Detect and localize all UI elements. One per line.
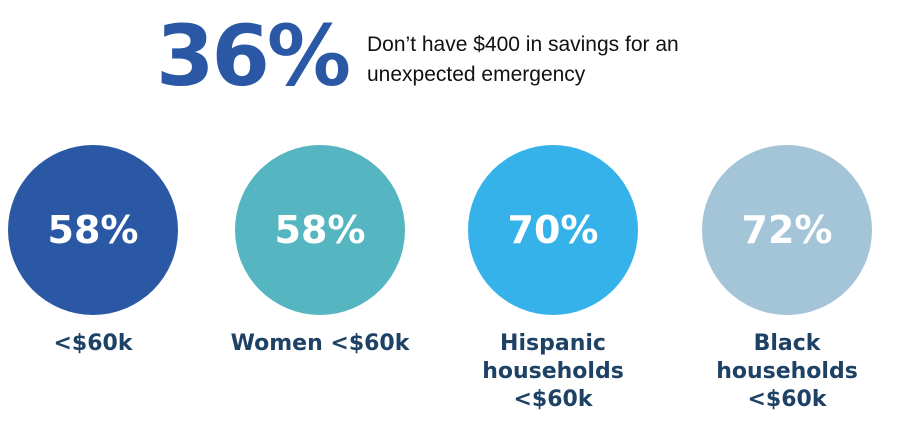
stat-circle: 58% <box>8 145 178 315</box>
stat-label: Black households <$60k <box>677 330 897 414</box>
stat-circle: 70% <box>468 145 638 315</box>
stat-label-line: Women <$60k <box>230 331 410 356</box>
stat-circle: 72% <box>702 145 872 315</box>
stat-label-line: households <box>716 359 858 384</box>
headline-description: Don’t have $400 in savings for an unexpe… <box>367 33 679 86</box>
stat-label: <$60k <box>0 330 203 358</box>
stat-circle: 58% <box>235 145 405 315</box>
headline-percent: 36% <box>156 7 351 105</box>
stat-label-line: <$60k <box>53 331 133 356</box>
stat-label: Hispanic households <$60k <box>443 330 663 414</box>
stat-label-line: <$60k <box>513 387 593 412</box>
stat-label-line: households <box>482 359 624 384</box>
stat-label-line: <$60k <box>747 387 827 412</box>
stat-label: Women <$60k <box>210 330 430 358</box>
stat-label-line: Black <box>753 331 821 356</box>
stat-label-line: Hispanic <box>500 331 606 356</box>
